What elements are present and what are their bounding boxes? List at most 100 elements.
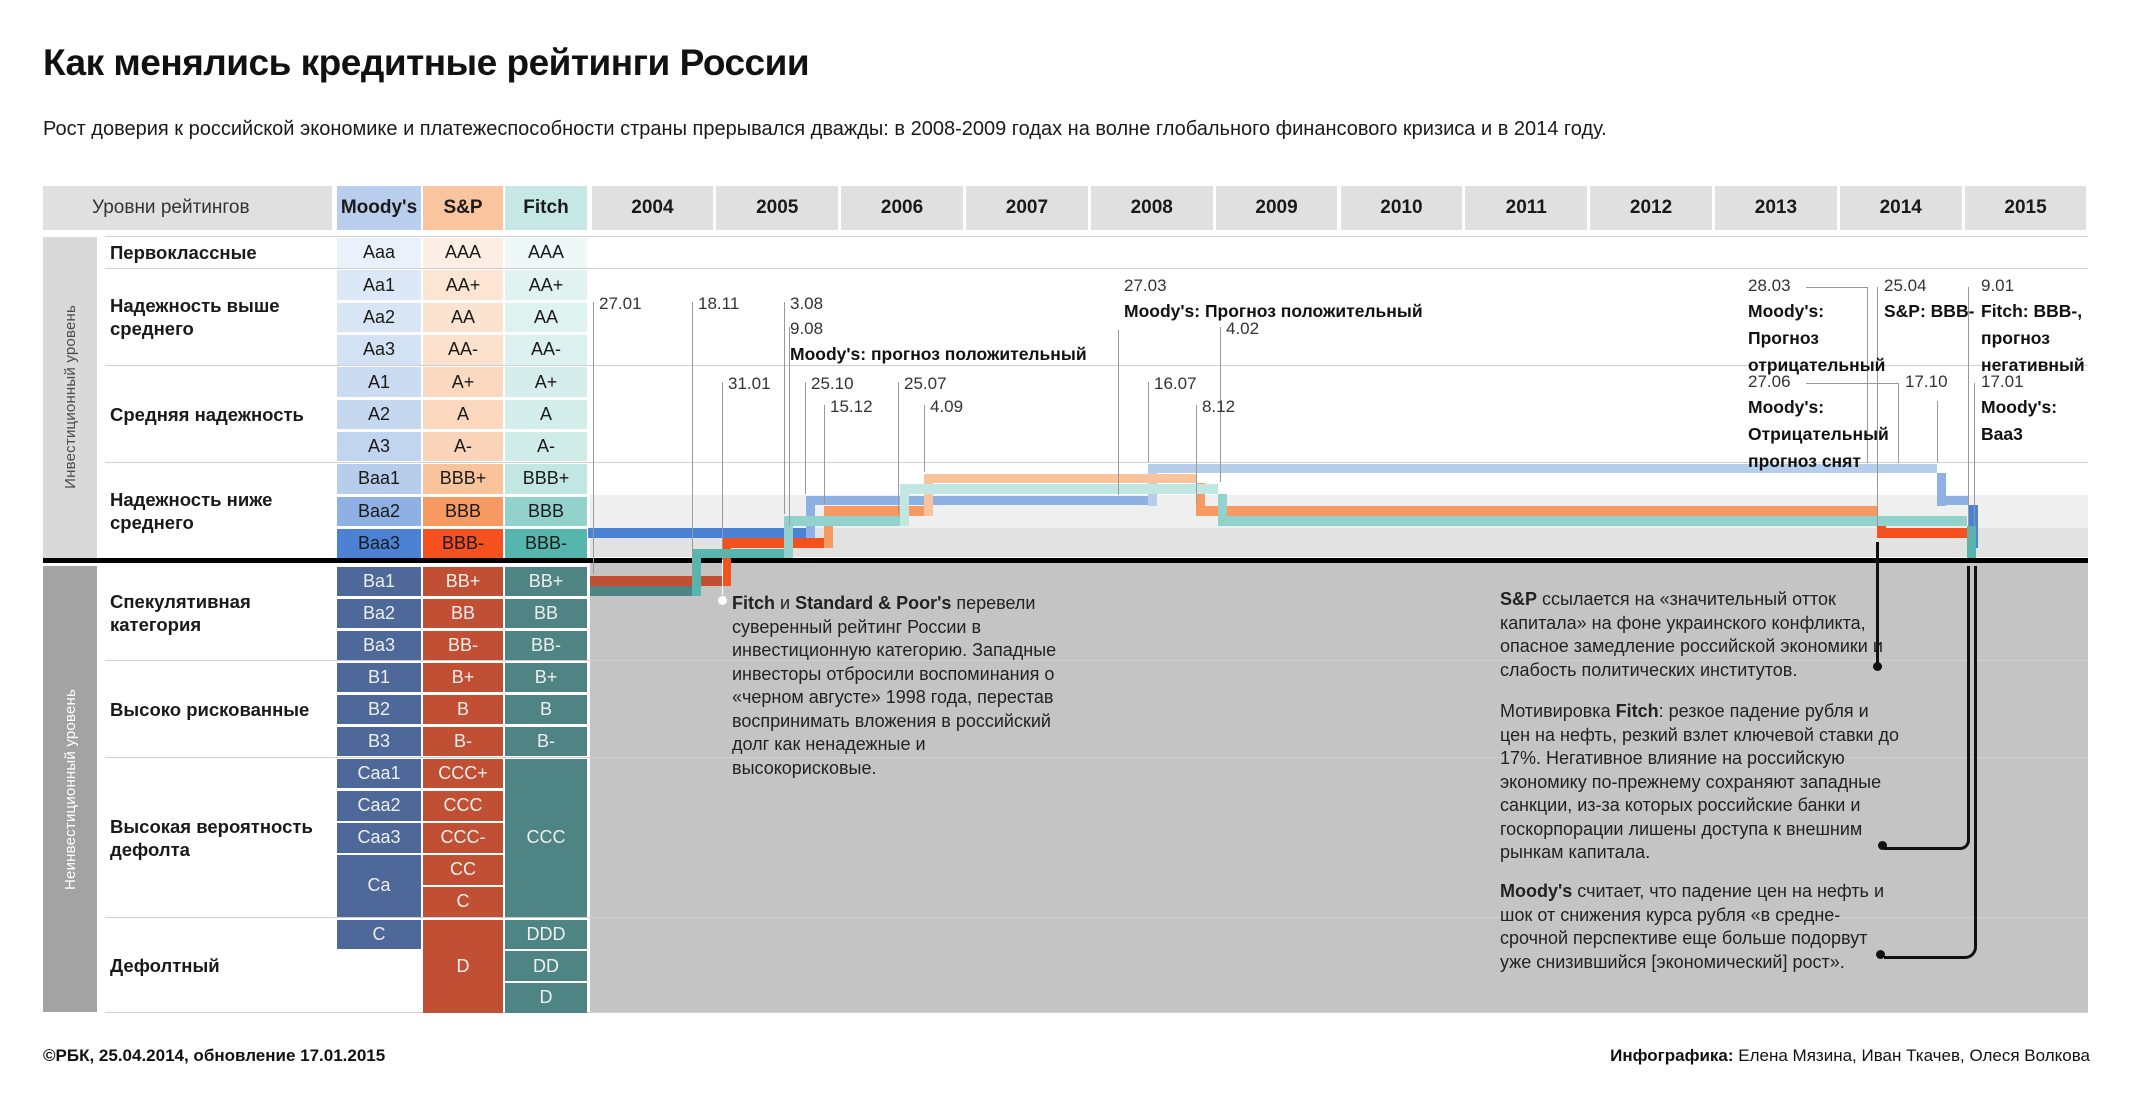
group-separator-line — [105, 660, 2088, 662]
cell-fitch-AA-: AA- — [505, 335, 587, 365]
footer-credit: ©РБК, 25.04.2014, обновление 17.01.2015 — [43, 1046, 386, 1065]
event-date: 27.06 — [1748, 372, 1791, 391]
callout-line — [924, 405, 925, 472]
year-header-2005: 2005 — [716, 186, 839, 230]
callout-line — [1118, 330, 1119, 495]
callout-line — [1148, 382, 1149, 462]
event-note: Moody's: Прогноз положительный — [1124, 301, 1423, 321]
event-annotation-3.08: 3.08 — [790, 294, 823, 314]
cell-fitch-A+: A+ — [505, 367, 587, 397]
cell-moodys-Caa2: Caa2 — [337, 790, 421, 821]
callout-line — [692, 302, 693, 584]
step-connector-fitch — [1967, 526, 1976, 558]
rating-group-label: Первоклассные — [110, 242, 257, 264]
cell-moodys-Caa1: Caa1 — [337, 758, 421, 789]
bar-fitch-BBB — [784, 516, 900, 526]
cell-fitch-BB: BB — [505, 598, 587, 629]
bar-fitch-BBB- — [1967, 548, 1976, 559]
cell-sp-BBB-: BBB- — [423, 528, 503, 559]
cell-fitch-BBB+: BBB+ — [505, 464, 587, 494]
event-date: 27.03 — [1124, 276, 1167, 295]
callout-line — [805, 382, 806, 494]
event-date: 16.07 — [1154, 374, 1197, 393]
cell-moodys-Baa1: Baa1 — [337, 464, 421, 494]
event-annotation-9.01: 9.01 Fitch: BBB-, прогноз негативный — [1981, 276, 2085, 379]
event-date: 28.03 — [1748, 276, 1791, 295]
band-baa3 — [590, 528, 2088, 558]
event-note: Moody's: Baa3 — [1981, 397, 2058, 444]
event-annotation-9.08: 9.08 Moody's: прогноз положительный — [790, 319, 1087, 368]
rating-group-label: Средняя надежность — [110, 403, 304, 425]
cell-sp-BBB+: BBB+ — [423, 464, 503, 494]
event-annotation-8.12: 8.12 — [1202, 397, 1235, 417]
year-header-2013: 2013 — [1715, 186, 1837, 230]
group-separator-line — [105, 365, 2088, 367]
event-annotation-31.01: 31.01 — [728, 374, 771, 394]
sidebar-investment-level: Инвестиционный уровень — [43, 237, 97, 558]
event-date: 31.01 — [728, 374, 771, 393]
callout-elbow-line — [1806, 383, 1899, 463]
event-note: S&P: BBB- — [1884, 301, 1975, 321]
event-annotation-27.03: 27.03 Moody's: Прогноз положительный — [1124, 276, 1423, 325]
callout-line — [824, 405, 825, 504]
cell-sp-A+: A+ — [423, 367, 503, 397]
cell-sp-BB-: BB- — [423, 630, 503, 661]
event-annotation-27.01: 27.01 — [599, 294, 642, 314]
cell-fitch-AA: AA — [505, 302, 587, 333]
rating-group-label: Надежность выше среднего — [110, 295, 280, 340]
step-connector-fitch — [692, 548, 701, 597]
page-title: Как менялись кредитные рейтинги России — [43, 42, 810, 83]
callout-line — [1974, 383, 1975, 536]
event-date: 17.01 — [1981, 372, 2024, 391]
bar-sp-BBB- — [1877, 528, 1969, 538]
rating-group-label: Высоко рискованные — [110, 698, 310, 720]
header-rating-levels: Уровни рейтингов — [43, 186, 332, 230]
event-date: 27.01 — [599, 294, 642, 313]
event-date: 17.10 — [1905, 372, 1948, 391]
cell-sp-BB+: BB+ — [423, 566, 503, 597]
step-connector-fitch — [784, 516, 793, 559]
callout-line — [898, 382, 899, 514]
bar-moodys-Baa2 — [806, 495, 1148, 506]
event-annotation-4.09: 4.09 — [930, 397, 963, 417]
page-subtitle: Рост доверия к российской экономике и пл… — [43, 118, 1607, 140]
year-header-2004: 2004 — [591, 186, 714, 230]
year-header-2010: 2010 — [1340, 186, 1463, 230]
event-annotation-17.10: 17.10 — [1905, 372, 1948, 392]
event-date: 4.02 — [1226, 319, 1260, 338]
year-header-2014: 2014 — [1839, 186, 1962, 230]
cell-moodys-B2: B2 — [337, 694, 421, 725]
connector-fitch-note — [1884, 566, 1970, 850]
group-separator-line — [105, 268, 2088, 270]
footer-authors: Инфографика: Елена Мязина, Иван Ткачев, … — [1610, 1046, 2090, 1066]
connector-dot-fitch — [1877, 841, 1887, 850]
group-separator-line — [105, 756, 2088, 758]
footer-authors-label: Инфографика: — [1610, 1046, 1734, 1065]
sidebar-non-investment-level: Неинвестиционный уровень — [43, 566, 97, 1012]
year-header-2006: 2006 — [841, 186, 963, 230]
event-annotation-18.11: 18.11 — [698, 294, 739, 314]
event-date: 8.12 — [1202, 397, 1236, 416]
event-date: 4.09 — [930, 397, 964, 416]
event-annotation-17.01: 17.01 Moody's: Baa3 — [1981, 372, 2057, 448]
group-separator-line — [105, 462, 2088, 463]
cell-sp-D: D — [423, 919, 503, 1013]
event-note: Moody's: Отрицательный прогноз снят — [1748, 397, 1889, 471]
cell-moodys-Baa3: Baa3 — [337, 528, 421, 559]
callout-line — [1220, 327, 1221, 482]
sidebar-non-investment-label: Неинвестиционный уровень — [61, 688, 79, 890]
investment-grade-divider — [43, 557, 2088, 563]
note-moodys-2015: Moody's считает, что падение цен на нефт… — [1500, 881, 1884, 972]
cell-moodys-B3: B3 — [337, 726, 421, 757]
year-header-2007: 2007 — [966, 186, 1088, 230]
rating-group-label: Высокая вероятность дефолта — [110, 815, 313, 860]
bar-moodys-Baa2 — [1937, 495, 1969, 506]
event-annotation-15.12: 15.12 — [830, 397, 873, 417]
callout-dot — [718, 596, 727, 605]
cell-moodys-C: C — [337, 919, 421, 950]
cell-sp-C: C — [423, 887, 503, 917]
event-annotation-16.07: 16.07 — [1154, 374, 1197, 394]
year-header-2012: 2012 — [1590, 186, 1712, 230]
cell-sp-B-: B- — [423, 726, 503, 757]
bar-fitch-BBB — [1218, 516, 1967, 526]
